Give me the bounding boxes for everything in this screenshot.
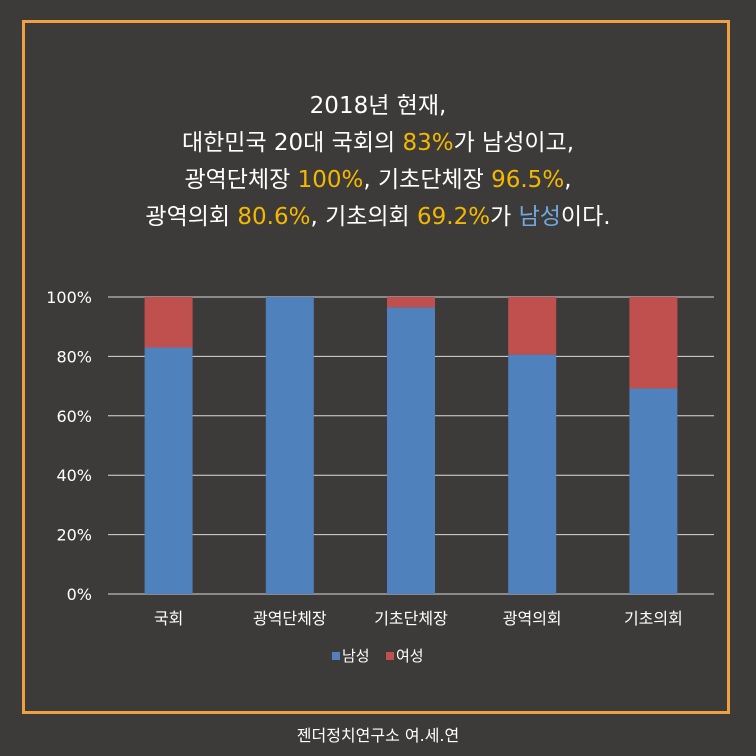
footer-credit: 젠더정치연구소 여.세.연 <box>296 726 460 745</box>
headline-segment: 96.5% <box>491 167 565 193</box>
bar-male <box>144 347 193 594</box>
x-tick-label: 기초의회 <box>624 609 683 628</box>
bar-female <box>629 297 678 389</box>
y-tick-label: 0% <box>67 585 92 604</box>
headline-segment: 80.6% <box>237 204 311 230</box>
headline-segment: 100% <box>297 167 364 193</box>
headline-line-3: 광역단체장 100%, 기초단체장 96.5%, <box>0 162 756 199</box>
bar-female <box>144 297 193 348</box>
headline-segment: , <box>564 167 572 193</box>
y-tick-label: 20% <box>56 526 92 545</box>
y-tick-label: 60% <box>56 407 92 426</box>
headline-segment: 가 <box>490 204 519 230</box>
y-tick-label: 100% <box>46 288 92 307</box>
legend-label: 남성 <box>342 647 370 665</box>
y-tick-label: 80% <box>56 347 92 366</box>
bar-male <box>387 307 435 594</box>
headline-segment: 남성 <box>518 204 561 230</box>
x-tick-label: 국회 <box>154 609 183 628</box>
headline-segment: 광역의회 <box>145 204 238 230</box>
headline-segment: , 기초단체장 <box>363 167 492 193</box>
headline-line-2: 대한민국 20대 국회의 83%가 남성이고, <box>0 125 756 162</box>
orange-frame <box>22 20 730 714</box>
x-tick-label: 광역단체장 <box>253 609 327 628</box>
legend-swatch <box>332 652 340 660</box>
headline-line-1: 2018년 현재, <box>309 93 447 119</box>
headline-segment: 대한민국 20대 국회의 <box>181 130 403 156</box>
legend-label: 여성 <box>396 647 424 665</box>
headline-segment: 가 남성이고, <box>453 130 575 156</box>
x-tick-label: 광역의회 <box>503 609 562 628</box>
headline-segment: 83% <box>402 130 454 156</box>
bar-female <box>387 297 435 308</box>
headline-line-4: 광역의회 80.6%, 기초의회 69.2%가 남성이다. <box>0 199 756 236</box>
x-tick-label: 기초단체장 <box>374 609 448 628</box>
bar-female <box>508 297 557 355</box>
headline: 2018년 현재, 대한민국 20대 국회의 83%가 남성이고, 광역단체장 … <box>0 88 756 236</box>
bar-male <box>508 354 557 594</box>
y-tick-label: 40% <box>56 466 92 485</box>
headline-segment: 이다. <box>560 204 611 230</box>
headline-segment: 광역단체장 <box>184 167 298 193</box>
headline-segment: , 기초의회 <box>310 204 418 230</box>
bar-male <box>265 297 314 594</box>
headline-segment: 69.2% <box>417 204 491 230</box>
bar-male <box>629 388 678 594</box>
legend-swatch <box>386 652 394 660</box>
